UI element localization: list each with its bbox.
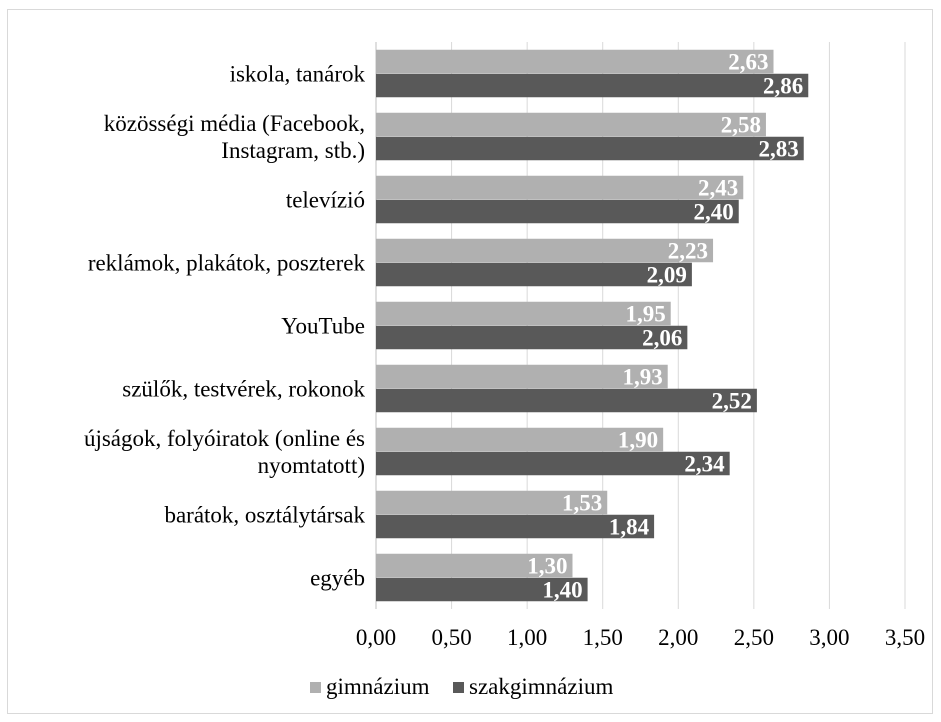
bar-gimnázium [376, 427, 664, 452]
bar-gimnázium [376, 553, 573, 578]
x-tick-label: 0,50 [431, 625, 471, 650]
x-tick-label: 1,00 [507, 625, 547, 650]
x-tick-label: 3,50 [885, 625, 925, 650]
legend-label: gimnázium [326, 674, 430, 699]
bar-gimnázium [376, 364, 668, 389]
category-label: egyéb [310, 566, 365, 591]
bar-szakgimnázium [376, 199, 739, 224]
data-label: 1,95 [625, 302, 665, 327]
data-label: 2,06 [642, 326, 682, 351]
bar-szakgimnázium [376, 262, 692, 287]
bar-gimnázium [376, 238, 714, 263]
data-label: 2,52 [712, 389, 752, 414]
legend-swatch [453, 682, 464, 693]
bar-gimnázium [376, 175, 744, 200]
data-label: 1,30 [527, 554, 567, 579]
data-label: 2,34 [684, 452, 725, 477]
bar-szakgimnázium [376, 577, 588, 602]
data-label: 1,93 [622, 365, 662, 390]
category-label: barátok, osztálytársak [164, 503, 365, 528]
data-label: 2,58 [721, 113, 761, 138]
category-label: újságok, folyóiratok (online és [84, 426, 365, 451]
x-tick-label: 2,50 [734, 625, 774, 650]
bar-szakgimnázium [376, 451, 730, 476]
category-label: Instagram, stb.) [221, 138, 365, 163]
data-label: 2,63 [728, 50, 768, 75]
x-tick-label: 3,00 [809, 625, 849, 650]
legend: gimnázium szakgimnázium [310, 674, 613, 699]
bar-szakgimnázium [376, 514, 655, 539]
category-label: közösségi média (Facebook, [104, 111, 365, 136]
x-tick-label: 1,50 [583, 625, 623, 650]
x-tick-label: 0,00 [356, 625, 396, 650]
bar-szakgimnázium [376, 136, 804, 161]
bar-gimnázium [376, 49, 774, 74]
gridlines [375, 42, 906, 609]
category-label: iskola, tanárok [230, 62, 366, 87]
legend-label: szakgimnázium [469, 674, 613, 699]
data-label: 2,86 [763, 74, 803, 99]
data-label: 2,40 [693, 200, 733, 225]
data-label: 2,09 [647, 263, 687, 288]
data-label: 1,53 [562, 491, 602, 516]
category-label: szülők, testvérek, rokonok [122, 377, 365, 402]
data-label: 1,84 [609, 515, 650, 540]
category-label: YouTube [281, 314, 365, 339]
data-label: 2,43 [698, 176, 738, 201]
data-label: 2,83 [758, 137, 798, 162]
bar-gimnázium [376, 490, 608, 515]
bar-gimnázium [376, 301, 671, 326]
category-labels: iskola, tanárok közösségi média (Facebook… [84, 62, 366, 591]
category-label: nyomtatott) [258, 453, 365, 478]
category-label: televízió [286, 188, 365, 213]
bars: 2,632,862,582,83 2,432,40 2,232,09 1,952,06… [376, 49, 809, 603]
x-tick-label: 2,00 [658, 625, 698, 650]
bar-szakgimnázium [376, 325, 688, 350]
data-label: 1,40 [542, 578, 582, 603]
data-label: 1,90 [618, 428, 658, 453]
legend-swatch [310, 682, 321, 693]
category-label: reklámok, plakátok, poszterek [88, 251, 366, 276]
data-label: 2,23 [668, 239, 708, 264]
bar-gimnázium [376, 112, 766, 137]
bar-szakgimnázium [376, 388, 757, 413]
x-axis-ticks: 0,00 0,50 1,00 1,50 2,00 2,50 3,00 3,50 [356, 625, 925, 650]
bar-szakgimnázium [376, 73, 809, 98]
